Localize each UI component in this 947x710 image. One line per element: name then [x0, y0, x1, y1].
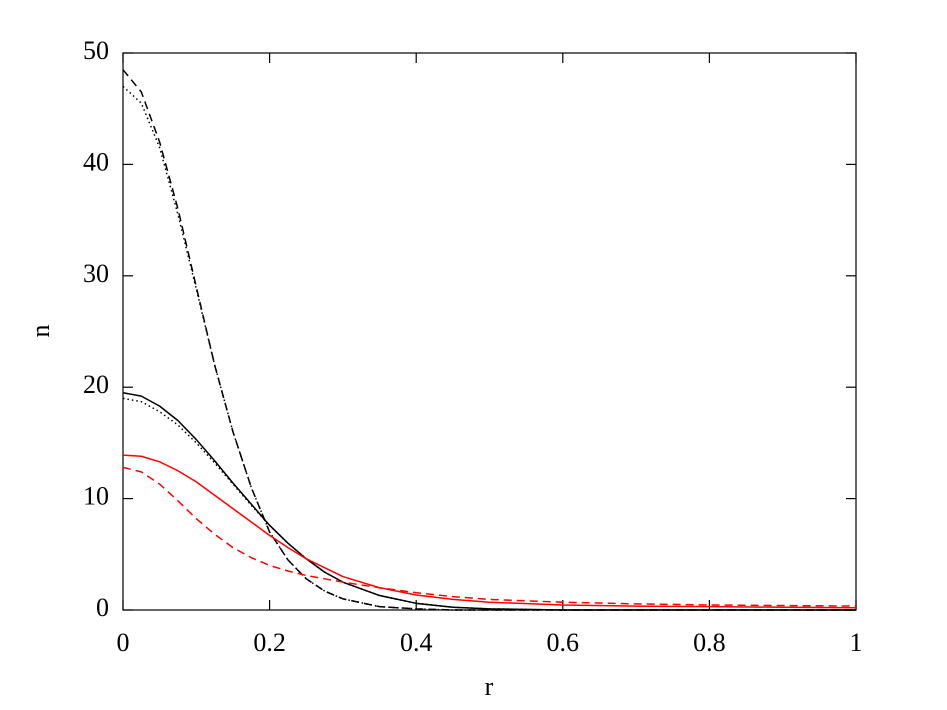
series-line	[122, 454, 857, 609]
series-line	[122, 392, 856, 611]
x-tick-label: 0	[117, 628, 130, 657]
series-line	[122, 466, 857, 607]
y-tick-label: 20	[83, 370, 109, 399]
x-tick-label: 0.2	[253, 628, 286, 657]
y-tick-label: 0	[96, 593, 109, 622]
y-tick-label: 50	[83, 36, 109, 65]
y-axis-label: n	[26, 325, 55, 338]
x-axis-label: r	[485, 672, 494, 701]
y-tick-label: 30	[83, 259, 109, 288]
y-tick-label: 10	[83, 482, 109, 511]
series-line	[122, 69, 856, 611]
series-line	[122, 85, 856, 611]
x-tick-label: 1	[850, 628, 863, 657]
plot-frame	[122, 52, 857, 611]
x-tick-label: 0.4	[400, 628, 433, 657]
y-tick-label: 40	[83, 147, 109, 176]
x-tick-label: 0.6	[547, 628, 580, 657]
x-tick-label: 0.8	[693, 628, 726, 657]
